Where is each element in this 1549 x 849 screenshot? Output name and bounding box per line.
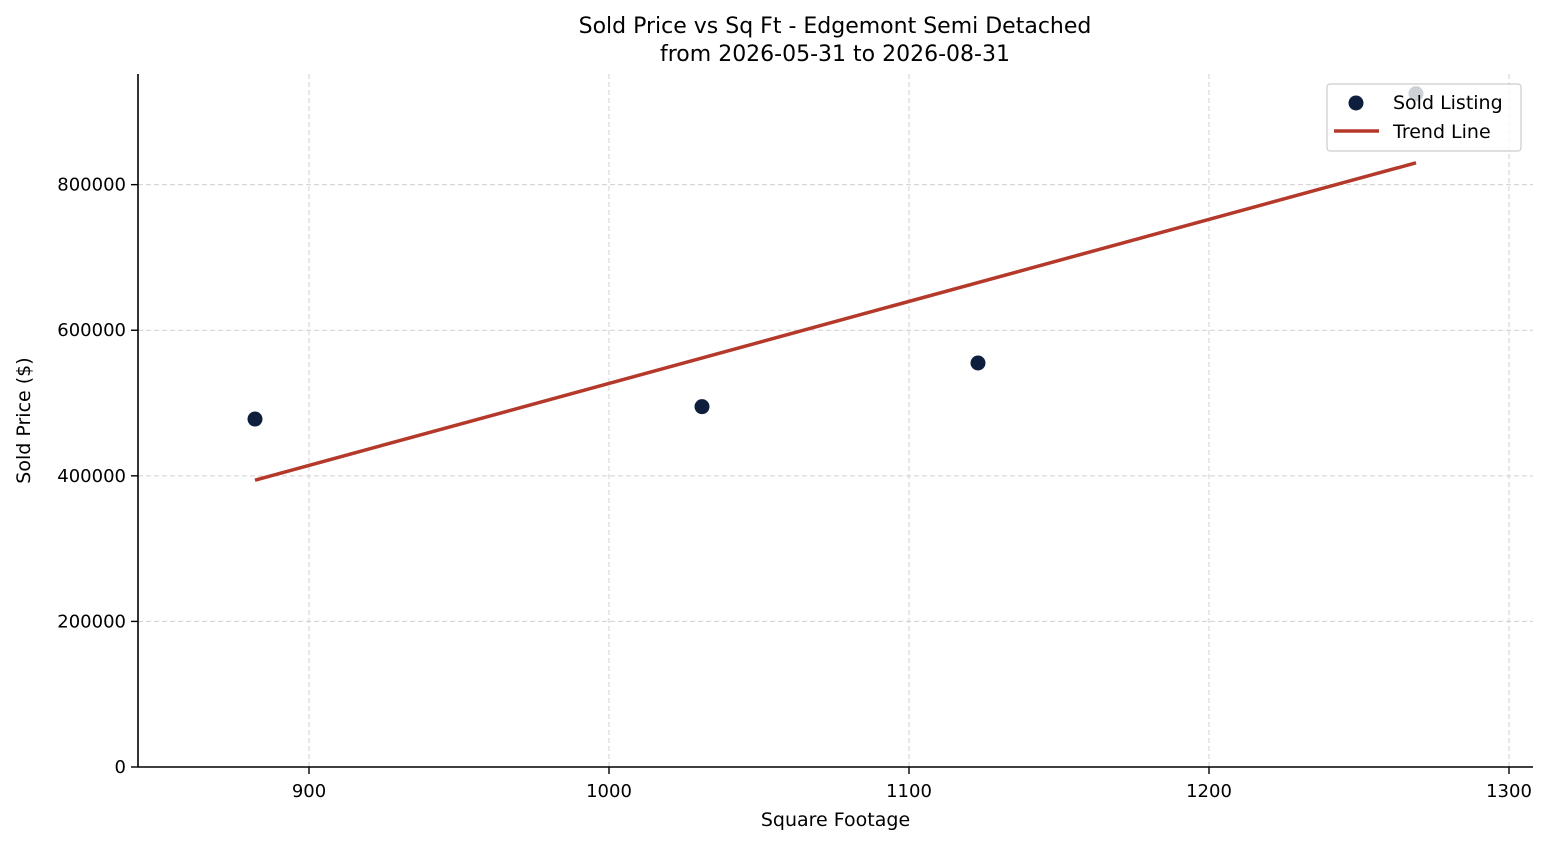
- legend-label-sold-listing: Sold Listing: [1393, 92, 1503, 114]
- y-tick-label: 0: [115, 757, 126, 778]
- x-tick-label: 1100: [886, 781, 932, 802]
- x-tick-label: 1200: [1186, 781, 1232, 802]
- y-axis-label: Sold Price ($): [13, 357, 35, 483]
- y-tick-label: 600000: [57, 320, 126, 341]
- x-tick-label: 900: [292, 781, 326, 802]
- series-layer: [247, 86, 1424, 482]
- trend-line: [254, 161, 1417, 482]
- y-tick-label: 400000: [57, 466, 126, 487]
- y-tick-label: 800000: [57, 175, 126, 196]
- data-point: [970, 355, 986, 371]
- chart-title: Sold Price vs Sq Ft - Edgemont Semi Deta…: [579, 14, 1092, 39]
- legend-box: [1326, 83, 1522, 152]
- y-tick-label: 200000: [57, 611, 126, 632]
- grid: [138, 74, 1533, 767]
- chart-subtitle: from 2026-05-31 to 2026-08-31: [660, 42, 1010, 67]
- ticks: 900 1000 1100 1200 1300 0 200000 400000 600000 80…: [57, 175, 1532, 802]
- x-axis-label: Square Footage: [761, 809, 910, 831]
- x-tick-label: 1000: [586, 781, 632, 802]
- legend: Sold Listing Trend Line: [1326, 83, 1522, 152]
- data-point: [694, 399, 710, 415]
- legend-label-trend-line: Trend Line: [1392, 121, 1491, 143]
- data-point: [247, 411, 263, 427]
- x-tick-label: 1300: [1486, 781, 1532, 802]
- axes: [137, 74, 1533, 768]
- legend-marker-sold-listing: [1348, 95, 1364, 111]
